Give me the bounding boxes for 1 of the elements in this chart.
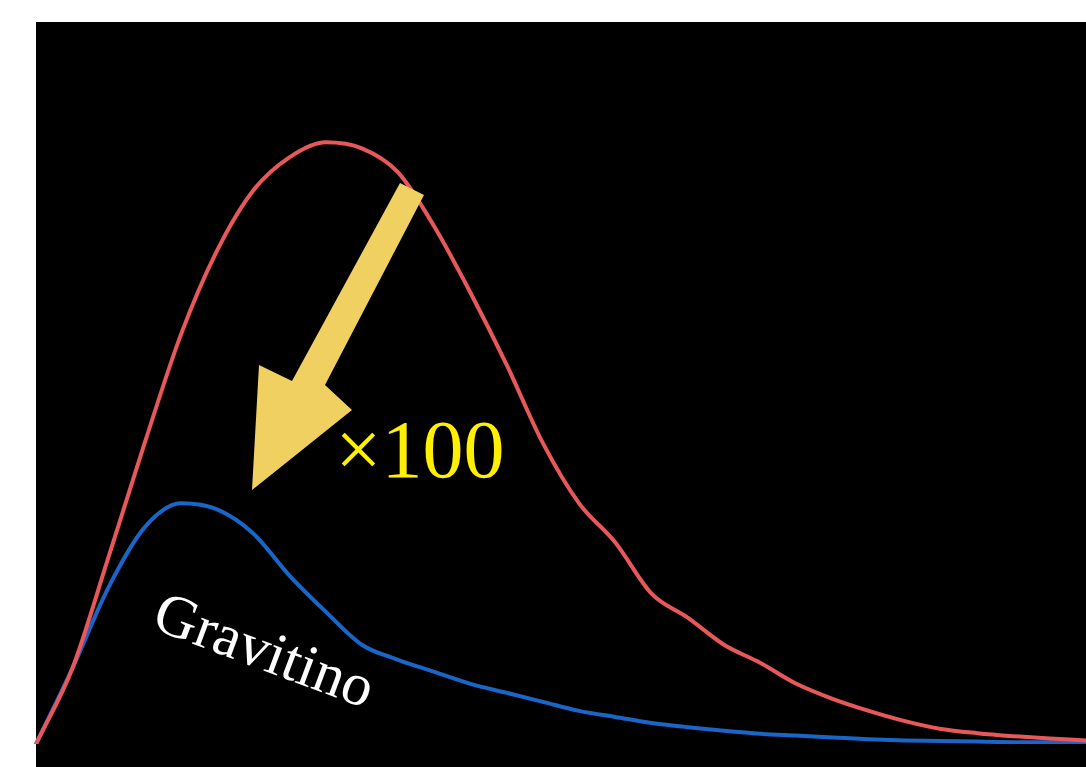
annotation: ×100 bbox=[335, 403, 505, 495]
